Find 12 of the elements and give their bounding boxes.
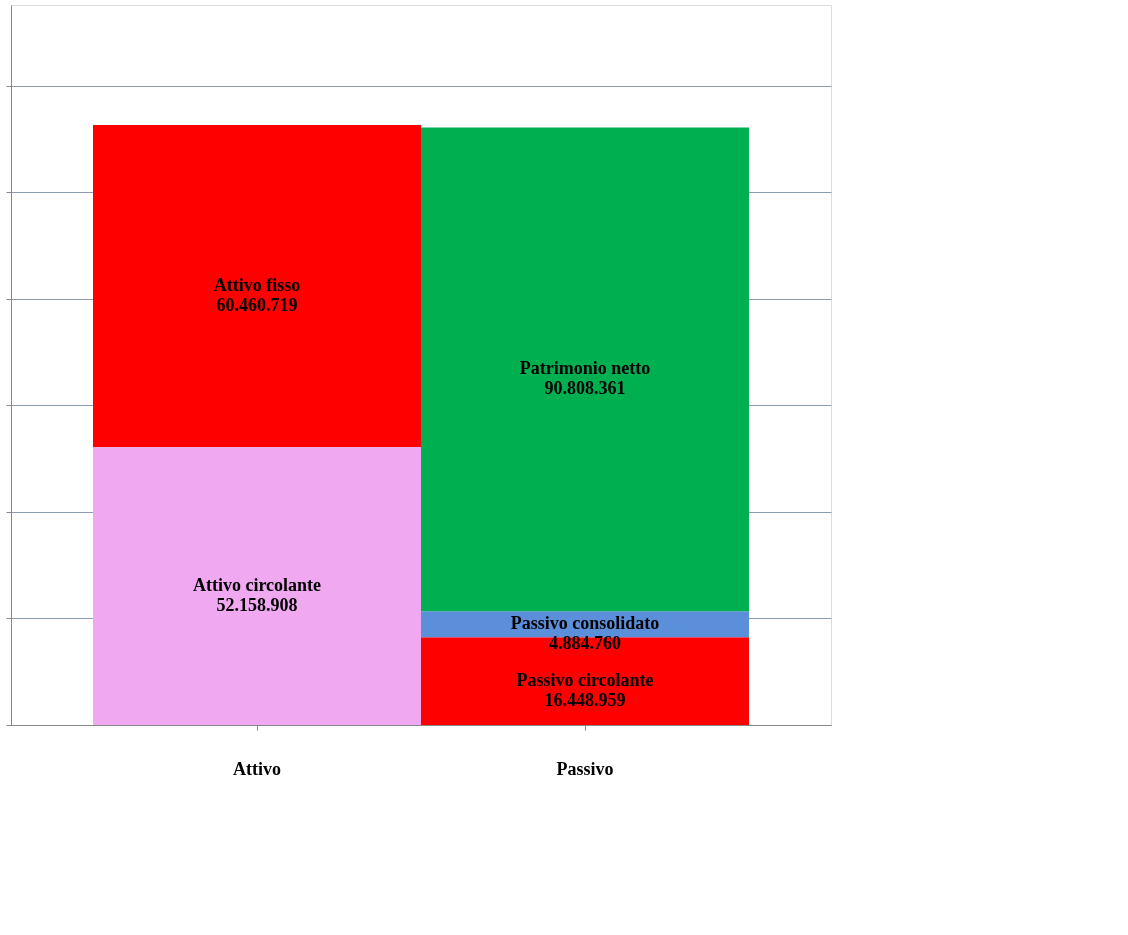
data-label: 60.460.719 [216, 295, 298, 316]
data-label: 16.448.959 [544, 690, 626, 711]
x-tick-label: Attivo [233, 758, 281, 779]
series-label: Patrimonio netto [519, 358, 651, 379]
data-label: 52.158.908 [216, 595, 298, 616]
series-label: Attivo circolante [192, 575, 322, 596]
x-tick-label: Passivo [556, 758, 614, 779]
series-label: Attivo fisso [213, 275, 301, 296]
series-label: Passivo consolidato [510, 613, 660, 634]
data-label: 90.808.361 [544, 378, 626, 399]
series-label: Passivo circolante [516, 670, 654, 691]
data-label: 4.884.760 [549, 633, 621, 654]
